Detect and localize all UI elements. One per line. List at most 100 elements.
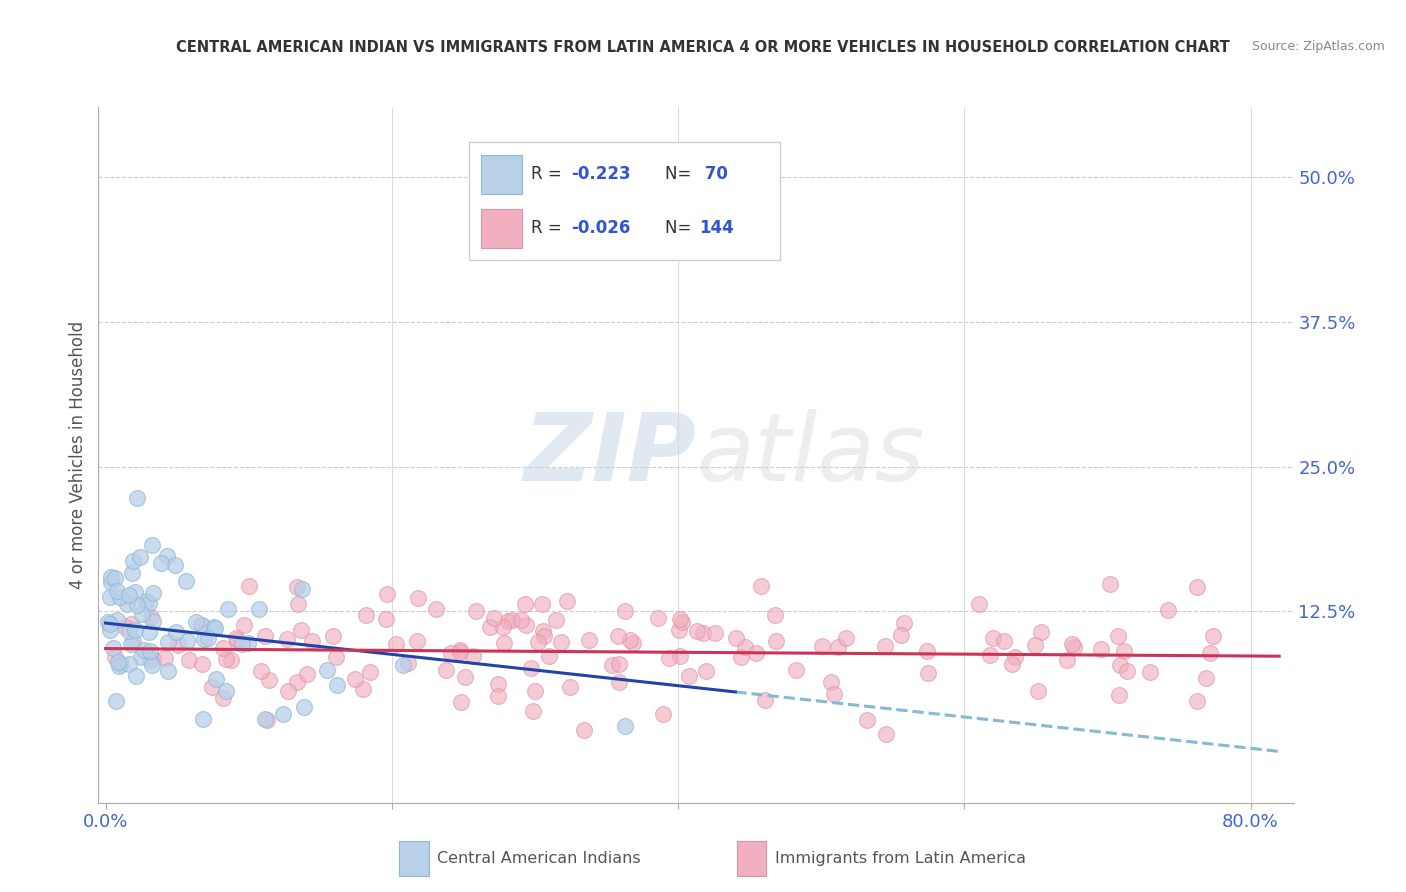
- Point: [384, 637, 406, 651]
- Point: [658, 651, 681, 665]
- Point: [1063, 640, 1085, 655]
- Point: [253, 712, 276, 726]
- Point: [1108, 688, 1130, 702]
- Point: [100, 574, 122, 589]
- Point: [138, 596, 160, 610]
- Point: [754, 693, 776, 707]
- Point: [238, 636, 260, 650]
- Point: [613, 719, 636, 733]
- Point: [131, 607, 153, 622]
- Point: [139, 610, 162, 624]
- Point: [156, 549, 179, 564]
- Point: [322, 629, 344, 643]
- Point: [1004, 650, 1026, 665]
- Point: [619, 632, 641, 647]
- Point: [578, 633, 600, 648]
- Point: [1156, 603, 1178, 617]
- Point: [527, 635, 550, 649]
- Point: [668, 623, 690, 637]
- Point: [391, 658, 413, 673]
- Point: [1026, 684, 1049, 698]
- Point: [449, 643, 471, 657]
- Point: [979, 648, 1001, 663]
- Point: [156, 664, 179, 678]
- Point: [494, 636, 516, 650]
- Point: [745, 646, 768, 660]
- Point: [150, 556, 173, 570]
- Point: [257, 673, 280, 687]
- Point: [749, 579, 772, 593]
- Point: [1195, 671, 1218, 685]
- Point: [734, 640, 756, 654]
- Point: [396, 656, 419, 670]
- Point: [524, 684, 547, 698]
- Point: [118, 657, 141, 672]
- Point: [105, 583, 128, 598]
- Point: [285, 675, 308, 690]
- Text: Immigrants from Latin America: Immigrants from Latin America: [775, 851, 1026, 866]
- Point: [118, 624, 141, 639]
- Point: [531, 624, 554, 638]
- Point: [343, 673, 366, 687]
- Point: [820, 674, 842, 689]
- Point: [695, 664, 717, 678]
- Point: [765, 634, 787, 648]
- Point: [139, 644, 162, 658]
- Point: [287, 597, 309, 611]
- Text: Source: ZipAtlas.com: Source: ZipAtlas.com: [1251, 40, 1385, 54]
- Point: [190, 617, 212, 632]
- Text: CENTRAL AMERICAN INDIAN VS IMMIGRANTS FROM LATIN AMERICA 4 OR MORE VEHICLES IN H: CENTRAL AMERICAN INDIAN VS IMMIGRANTS FR…: [176, 40, 1230, 55]
- Point: [873, 640, 896, 654]
- Point: [520, 661, 543, 675]
- Point: [915, 644, 938, 658]
- Point: [621, 636, 644, 650]
- Point: [692, 626, 714, 640]
- Point: [97, 615, 120, 629]
- Point: [917, 666, 939, 681]
- Point: [292, 699, 315, 714]
- Point: [1099, 577, 1122, 591]
- Point: [501, 613, 523, 627]
- Point: [486, 689, 509, 703]
- Point: [125, 598, 148, 612]
- Point: [1340, 186, 1362, 200]
- Point: [124, 623, 146, 637]
- Point: [120, 637, 142, 651]
- Point: [967, 597, 990, 611]
- Point: [607, 657, 630, 672]
- Point: [276, 632, 298, 647]
- Point: [179, 653, 201, 667]
- Point: [669, 612, 692, 626]
- Point: [449, 645, 471, 659]
- Point: [1185, 580, 1208, 594]
- Point: [1116, 664, 1139, 678]
- Point: [498, 614, 520, 628]
- Point: [1114, 644, 1136, 658]
- Point: [546, 613, 568, 627]
- Point: [98, 623, 121, 637]
- Point: [120, 617, 142, 632]
- Point: [835, 631, 858, 645]
- Point: [993, 634, 1015, 648]
- Point: [290, 624, 312, 638]
- Point: [607, 629, 630, 643]
- Point: [205, 672, 228, 686]
- Point: [550, 634, 572, 648]
- Point: [1060, 638, 1083, 652]
- Point: [121, 566, 143, 581]
- Point: [202, 620, 225, 634]
- Point: [114, 620, 136, 634]
- Point: [1185, 694, 1208, 708]
- Point: [271, 706, 294, 721]
- Point: [461, 648, 484, 663]
- Point: [492, 619, 515, 633]
- Point: [465, 604, 488, 618]
- Text: Central American Indians: Central American Indians: [437, 851, 641, 866]
- Point: [538, 648, 561, 663]
- Point: [141, 657, 163, 672]
- Point: [668, 648, 690, 663]
- Point: [1107, 629, 1129, 643]
- Point: [193, 632, 215, 646]
- Point: [325, 650, 347, 665]
- Point: [326, 678, 349, 692]
